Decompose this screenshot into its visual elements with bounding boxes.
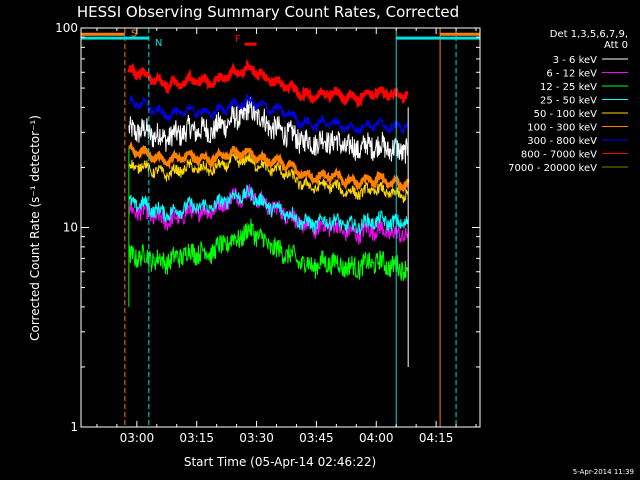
legend-entry-label: 100 - 300 keV bbox=[527, 123, 597, 134]
series-line-300-800keV bbox=[128, 94, 409, 135]
series-line-6-12keV bbox=[128, 184, 409, 245]
flag-label-S: S bbox=[131, 28, 137, 39]
series-line-100-300keV bbox=[128, 140, 410, 194]
legend-entry-label: 12 - 25 keV bbox=[540, 82, 597, 93]
chart-title: HESSI Observing Summary Count Rates, Cor… bbox=[77, 3, 459, 21]
footer-timestamp: 5-Apr-2014 11:39 bbox=[573, 468, 634, 476]
plot-frame bbox=[80, 27, 481, 428]
y-tick-label: 1 bbox=[70, 420, 78, 434]
y-tick-label: 10 bbox=[63, 221, 78, 235]
legend-entry-label: 300 - 800 keV bbox=[527, 136, 597, 147]
legend-header-line: Att 0 bbox=[604, 40, 628, 51]
axes: 03:00 03:15 03:30 03:45 04:00 04:15 1 10 100 bbox=[55, 21, 481, 445]
x-tick-label: 03:15 bbox=[179, 431, 214, 445]
legend: Det 1,3,5,6,7,9,Att 0 3 - 6 keV 6 - 12 keV… bbox=[508, 29, 628, 174]
flag-label-N: N bbox=[155, 38, 162, 49]
series-line-25-50keV bbox=[128, 184, 409, 236]
x-tick-label: 03:45 bbox=[299, 431, 334, 445]
series-line-3-6keV bbox=[128, 97, 409, 164]
legend-entry-label: 50 - 100 keV bbox=[534, 109, 598, 120]
x-tick-label: 03:30 bbox=[239, 431, 274, 445]
legend-header-line: Det 1,3,5,6,7,9, bbox=[550, 29, 628, 40]
legend-entry-label: 7000 - 20000 keV bbox=[508, 163, 597, 174]
x-tick-label: 04:00 bbox=[359, 431, 394, 445]
x-tick-label: 04:15 bbox=[419, 431, 454, 445]
series-line-12-25keV bbox=[128, 218, 409, 282]
legend-entry-label: 6 - 12 keV bbox=[546, 69, 597, 80]
y-axis-label: Corrected Count Rate (s⁻¹ detector⁻¹) bbox=[28, 115, 42, 341]
x-tick-label: 03:00 bbox=[120, 431, 155, 445]
legend-entry-label: 800 - 7000 keV bbox=[521, 150, 597, 161]
series-line-800-7000keV bbox=[127, 58, 409, 109]
legend-entry-label: 25 - 50 keV bbox=[540, 96, 597, 107]
series-layer bbox=[127, 58, 410, 367]
marker-layer: SN F bbox=[81, 28, 480, 427]
x-axis-label: Start Time (05-Apr-14 02:46:22) bbox=[184, 455, 376, 469]
y-tick-label: 100 bbox=[55, 21, 78, 35]
flag-label-F: F bbox=[235, 34, 241, 45]
legend-entry-label: 3 - 6 keV bbox=[553, 55, 597, 66]
series-line-50-100keV bbox=[128, 152, 409, 204]
